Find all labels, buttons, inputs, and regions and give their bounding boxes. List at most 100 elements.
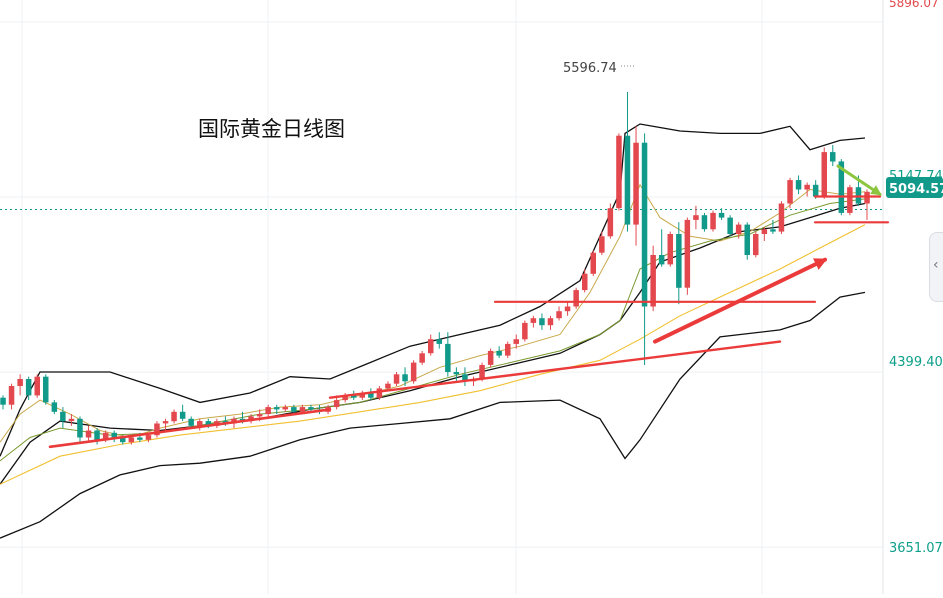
candle-body	[547, 318, 554, 326]
candle	[710, 210, 716, 232]
candle-body	[727, 217, 733, 234]
candle	[761, 226, 768, 241]
candle	[419, 350, 425, 365]
candle-body	[847, 187, 853, 213]
candle	[599, 231, 605, 256]
support-trendline-lower	[48, 408, 332, 449]
candle	[8, 383, 15, 410]
candle	[735, 222, 742, 239]
candle-body	[556, 311, 562, 319]
candle-body	[710, 212, 716, 230]
candle	[684, 217, 691, 295]
candle	[60, 407, 66, 429]
indicator-lines	[0, 123, 866, 539]
candle-body	[701, 215, 708, 230]
candle	[727, 215, 733, 237]
candle-body	[128, 437, 135, 443]
candle	[530, 315, 537, 328]
candle-body	[385, 383, 391, 389]
y-axis-label-top: 5896.07	[889, 0, 939, 10]
candle	[265, 404, 271, 417]
candle	[847, 184, 853, 216]
candle-body	[607, 208, 614, 237]
candle-body	[120, 437, 126, 443]
candle-body	[599, 236, 605, 253]
candles	[0, 91, 870, 445]
candle-body	[25, 379, 32, 396]
chart-title: 国际黄金日线图	[198, 117, 345, 141]
candle-body	[179, 411, 186, 419]
candle-body	[445, 343, 451, 372]
candle	[787, 177, 793, 209]
candle	[864, 189, 870, 220]
candle	[693, 205, 699, 230]
candle-body	[821, 152, 827, 197]
candle	[274, 404, 280, 415]
candle-body	[522, 322, 528, 340]
candle-body	[256, 414, 263, 417]
candle	[658, 229, 665, 267]
candle	[34, 374, 40, 398]
candle-body	[188, 418, 194, 426]
candle	[154, 421, 160, 438]
candle	[744, 222, 750, 260]
candle	[487, 348, 494, 368]
candle	[830, 145, 836, 167]
candle-body	[60, 411, 66, 422]
candle	[85, 425, 92, 443]
candle-body	[34, 376, 40, 396]
grid	[0, 0, 884, 594]
candle	[393, 371, 400, 387]
current-price-box	[886, 177, 943, 198]
candle-body	[590, 252, 596, 274]
candle	[111, 430, 117, 443]
bb-lower-line	[0, 291, 866, 539]
candle	[778, 201, 785, 234]
candle	[650, 245, 656, 312]
candle-body	[299, 407, 306, 412]
candle-body	[94, 430, 100, 440]
candle	[25, 376, 32, 401]
candle	[402, 367, 408, 387]
bearish-arrow	[836, 164, 882, 196]
candle	[282, 404, 288, 412]
chevron-left-icon: ‹	[933, 257, 939, 273]
candle	[539, 313, 545, 330]
candle-body	[496, 350, 502, 356]
candle-body	[530, 318, 537, 323]
candle	[68, 414, 75, 426]
candle	[607, 203, 614, 239]
support-trendline-upper	[328, 340, 782, 399]
bullish-arrow	[653, 257, 828, 344]
candle	[770, 219, 776, 234]
candle-body	[359, 393, 365, 398]
candle-body	[616, 135, 622, 209]
candle	[342, 393, 348, 403]
candle	[188, 416, 194, 429]
candle-body	[812, 184, 819, 197]
collapse-panel-handle[interactable]: ‹	[929, 232, 943, 302]
candle-body	[539, 318, 545, 326]
candle	[718, 208, 725, 220]
candle-body	[77, 418, 83, 438]
candle-body	[735, 224, 742, 234]
candle	[171, 409, 177, 424]
annotations	[48, 65, 890, 449]
candle-body	[102, 432, 109, 440]
candle-body	[505, 343, 511, 356]
candle-body	[744, 224, 750, 255]
candle-body	[111, 432, 117, 438]
candle	[308, 404, 314, 412]
candle-body	[428, 339, 434, 354]
candle	[376, 386, 383, 401]
candle	[470, 376, 477, 387]
candle-body	[641, 142, 648, 307]
candle	[547, 315, 554, 330]
candle-body	[676, 234, 682, 288]
candle	[462, 367, 468, 387]
candle-body	[513, 339, 519, 344]
candle-body	[573, 290, 579, 307]
candle-body	[462, 374, 468, 382]
